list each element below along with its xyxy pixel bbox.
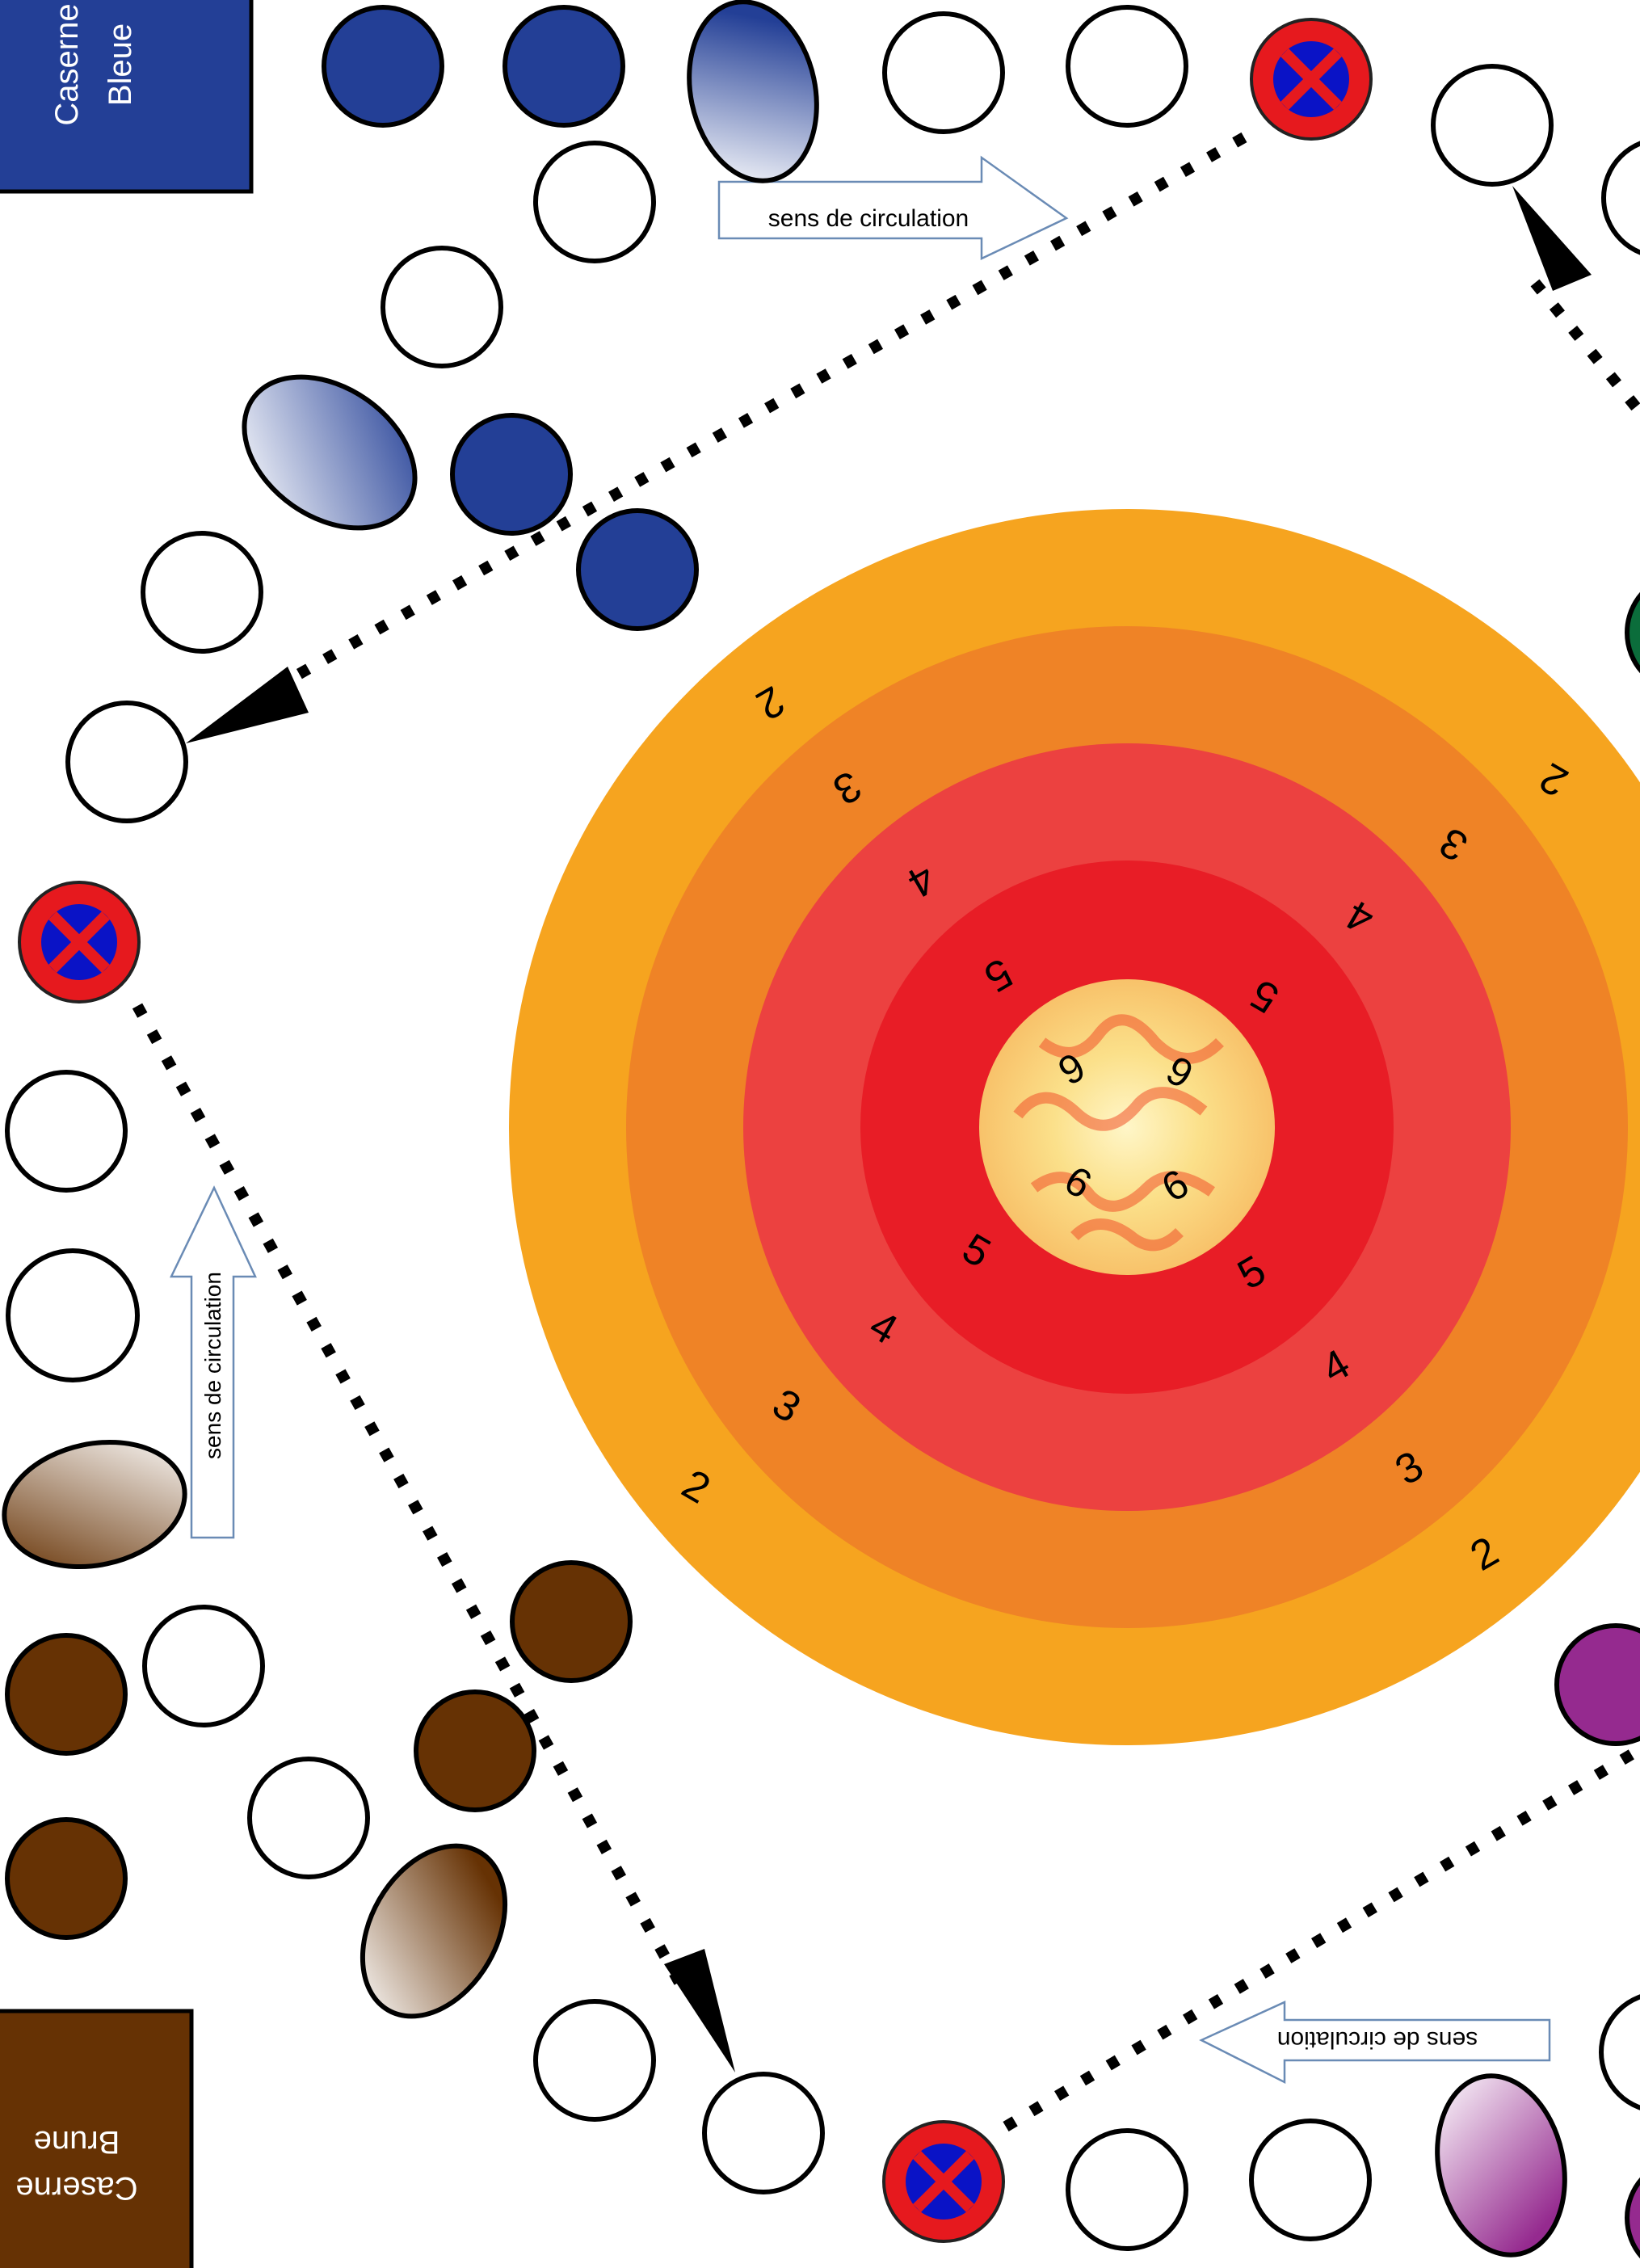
barracks-brown-label-line1: Caserne — [15, 2170, 137, 2206]
no-stopping-sign-icon[interactable] — [1250, 18, 1373, 141]
space-brown-gradient[interactable] — [334, 1820, 534, 2042]
barracks-blue-label-line2: Bleue — [103, 23, 138, 106]
space-empty[interactable] — [1601, 139, 1640, 257]
space-empty[interactable] — [533, 141, 656, 263]
space-empty[interactable] — [247, 1757, 370, 1879]
space-empty[interactable] — [1066, 5, 1188, 128]
direction-label: sens de circulation — [1277, 2026, 1478, 2053]
direction-label: sens de circulation — [200, 1272, 225, 1459]
space-blue-gradient[interactable] — [216, 346, 444, 559]
no-stopping-signs — [18, 18, 1373, 2243]
space-blue[interactable] — [503, 5, 625, 128]
space-purple[interactable] — [1625, 2159, 1640, 2268]
space-brown[interactable] — [5, 1633, 128, 1756]
space-empty[interactable] — [141, 531, 263, 654]
space-empty[interactable] — [1431, 64, 1554, 187]
space-green[interactable] — [1625, 574, 1640, 692]
arrowhead-icon — [664, 1949, 735, 2072]
space-empty[interactable] — [702, 2072, 825, 2194]
direction-label: sens de circulation — [768, 205, 969, 232]
space-purple-gradient[interactable] — [1421, 2064, 1580, 2266]
space-blue[interactable] — [576, 508, 699, 631]
direction-arrow-left: sens de circulation — [170, 1185, 257, 1539]
no-stopping-sign-icon[interactable] — [18, 881, 141, 1004]
no-stopping-sign-icon[interactable] — [882, 2120, 1005, 2243]
space-blue-gradient[interactable] — [673, 0, 832, 193]
arrowhead-icon — [1512, 186, 1592, 291]
route-paths — [132, 132, 1640, 2132]
space-blue[interactable] — [450, 413, 573, 536]
target: 2 2 2 2 3 3 3 3 4 4 4 4 5 5 5 5 6 6 6 6 — [509, 509, 1640, 1745]
space-empty[interactable] — [882, 11, 1005, 134]
direction-arrow-bottom: sens de circulation — [1199, 2001, 1551, 2085]
barracks-blue-label-line1: Caserne — [49, 3, 85, 125]
barracks-brown[interactable]: Caserne Brune — [0, 2009, 194, 2268]
space-empty[interactable] — [65, 701, 188, 823]
barracks-brown-label-line2: Brune — [34, 2124, 120, 2160]
space-brown[interactable] — [510, 1560, 633, 1683]
space-empty[interactable] — [1066, 2128, 1188, 2251]
space-empty[interactable] — [6, 1248, 140, 1382]
space-empty[interactable] — [381, 246, 503, 368]
arrowhead-icon — [186, 667, 309, 743]
space-blue[interactable] — [322, 5, 444, 128]
space-brown[interactable] — [5, 1817, 128, 1940]
space-empty[interactable] — [1599, 1993, 1640, 2111]
space-empty[interactable] — [533, 1999, 656, 2122]
space-empty[interactable] — [142, 1605, 265, 1727]
space-brown-gradient[interactable] — [0, 1426, 196, 1583]
space-brown[interactable] — [414, 1689, 536, 1812]
space-purple[interactable] — [1554, 1623, 1640, 1746]
route-arrowheads — [186, 186, 1592, 2072]
direction-arrow-top: sens de circulation — [717, 155, 1069, 260]
barracks-blue[interactable]: Caserne Bleue — [0, 0, 254, 194]
target-bullseye[interactable] — [979, 979, 1275, 1275]
space-empty[interactable] — [1249, 2119, 1372, 2241]
space-empty[interactable] — [5, 1070, 128, 1193]
